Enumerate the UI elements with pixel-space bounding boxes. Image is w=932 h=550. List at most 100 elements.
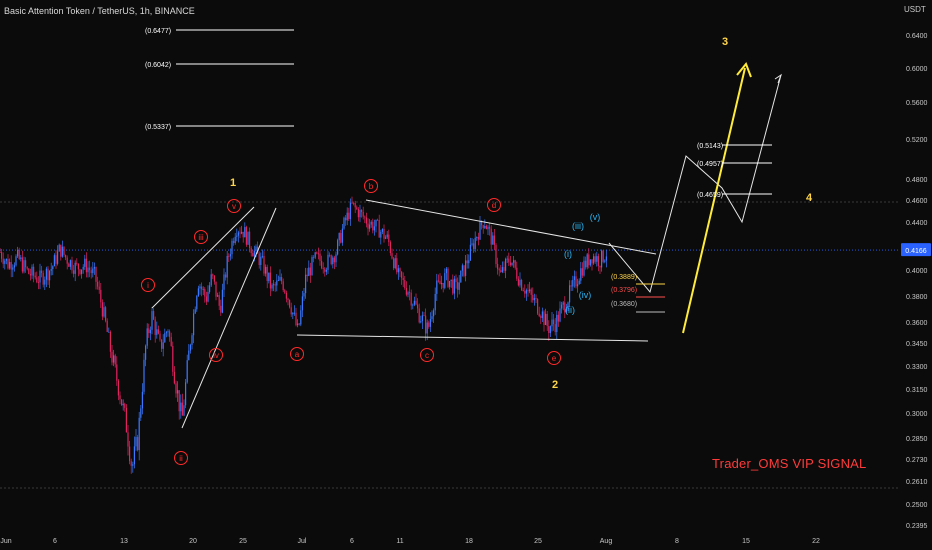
candle-body xyxy=(428,322,430,327)
candle-body xyxy=(341,228,343,243)
candle-body xyxy=(156,329,158,335)
candle-body xyxy=(17,250,19,257)
candle-body xyxy=(605,256,607,261)
candle-body xyxy=(482,225,484,228)
wave1-channel-upper xyxy=(151,206,255,309)
candle-body xyxy=(119,395,121,400)
candle-body xyxy=(476,236,478,238)
candle-body xyxy=(391,253,393,259)
candle-body xyxy=(55,255,57,264)
candle-body xyxy=(247,231,249,245)
candle-body xyxy=(311,257,313,276)
candle-body xyxy=(58,244,60,252)
candle-body xyxy=(289,299,291,308)
candle-body xyxy=(61,246,63,257)
candle-body xyxy=(231,240,233,255)
candle-body xyxy=(492,235,494,245)
major-wave-label: 3 xyxy=(722,36,728,48)
candle-body xyxy=(117,380,119,396)
candle-body xyxy=(34,275,36,278)
candle-body xyxy=(218,295,220,306)
candle-body xyxy=(60,244,62,257)
candle-body xyxy=(324,268,326,272)
candle-body xyxy=(39,270,41,283)
candle-body xyxy=(393,258,395,269)
candle-body xyxy=(189,344,191,351)
signal-watermark: Trader_OMS VIP SIGNAL xyxy=(712,456,867,471)
candle-body xyxy=(178,390,180,412)
candle-body xyxy=(313,257,315,258)
candle-body xyxy=(47,268,49,281)
candle-body xyxy=(447,268,449,287)
candle-body xyxy=(250,247,252,254)
candle-body xyxy=(599,265,601,268)
axis-corner xyxy=(900,532,932,550)
candle-body xyxy=(0,252,1,253)
time-axis[interactable] xyxy=(0,532,900,550)
candle-body xyxy=(285,292,287,299)
candle-body xyxy=(461,265,463,271)
candle-body xyxy=(321,260,323,269)
candle-body xyxy=(570,285,572,287)
candle-body xyxy=(308,267,310,277)
candle-body xyxy=(564,302,566,313)
candle-body xyxy=(463,265,465,276)
candle-body xyxy=(269,272,271,289)
candle-body xyxy=(361,209,363,213)
candle-body xyxy=(452,279,454,294)
candle-body xyxy=(194,309,196,314)
candle-body xyxy=(108,331,110,333)
triangle-upper-line xyxy=(365,199,657,255)
candle-body xyxy=(410,292,412,306)
candle-body xyxy=(351,202,353,204)
candle-body xyxy=(501,267,503,273)
candle-body xyxy=(159,333,161,340)
candle-body xyxy=(236,235,238,237)
candle-body xyxy=(396,258,398,273)
candle-body xyxy=(244,227,246,238)
candle-body xyxy=(170,336,172,346)
candle-body xyxy=(305,274,307,294)
candle-body xyxy=(90,270,92,274)
candle-body xyxy=(353,202,355,204)
sub-wave-label: (iii) xyxy=(572,221,584,231)
candle-body xyxy=(41,270,43,274)
triangle-wave-label: c xyxy=(425,351,429,360)
candle-body xyxy=(153,311,155,320)
candle-body xyxy=(583,260,585,276)
candle-body xyxy=(338,233,340,241)
target-level-label: (0.6477) xyxy=(145,28,171,35)
price-axis[interactable] xyxy=(900,0,932,532)
candle-body xyxy=(23,260,25,272)
impulse-wave-label: i xyxy=(147,281,149,290)
candle-body xyxy=(253,250,255,257)
candle-body xyxy=(29,273,31,276)
candle-body xyxy=(412,304,414,306)
candle-body xyxy=(141,391,143,409)
candle-body xyxy=(329,254,331,256)
candle-body xyxy=(65,254,67,258)
candle-body xyxy=(346,212,348,221)
candle-body xyxy=(95,267,97,282)
candle-body xyxy=(210,274,212,286)
candle-body xyxy=(317,253,319,255)
candle-body xyxy=(173,371,175,384)
candle-body xyxy=(300,310,302,325)
candle-body xyxy=(559,308,561,322)
target-level-label: (0.3889) xyxy=(611,274,637,281)
candle-body xyxy=(282,281,284,291)
candle-body xyxy=(319,253,321,261)
candle-body xyxy=(594,256,596,262)
candle-body xyxy=(45,268,47,280)
candle-body xyxy=(553,319,555,325)
triangle-wave-label-circle xyxy=(547,351,561,365)
candle-body xyxy=(473,243,475,249)
candle-body xyxy=(522,290,524,292)
candle-body xyxy=(116,364,118,381)
candle-body xyxy=(436,280,438,294)
candle-body xyxy=(325,269,327,272)
candle-body xyxy=(407,292,409,295)
candle-body xyxy=(433,310,435,317)
